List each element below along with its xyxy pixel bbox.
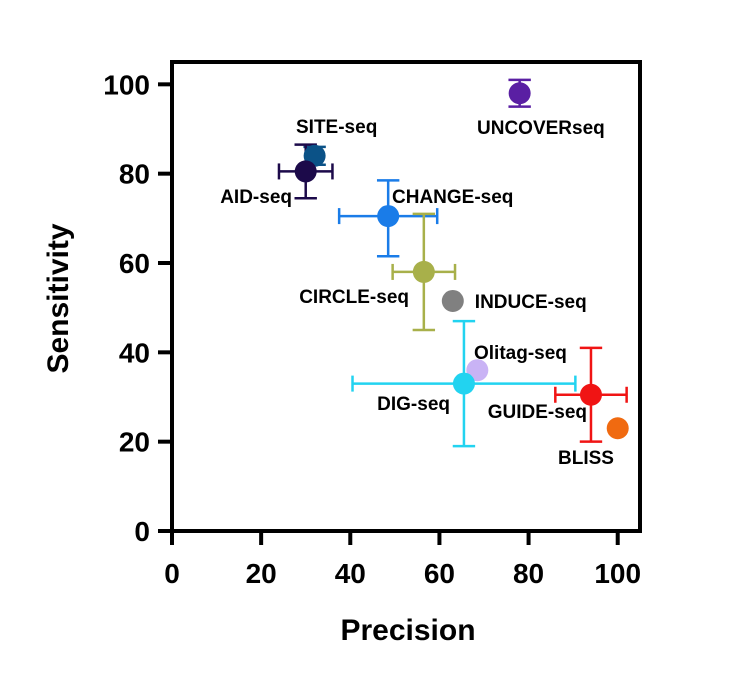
x-tick-label-0: 0 [164,558,180,589]
point-layer [294,82,629,440]
label-layer: UNCOVERseq SITE-seq AID-seq CHANGE-seq CIRCL… [220,117,614,469]
point-label-aid-seq: AID-seq [220,187,292,208]
point-label-circle-seq: CIRCLE-seq [299,287,409,308]
point-label-olitag-seq: Olitag-seq [474,343,567,364]
point-label-dig-seq: DIG-seq [377,394,450,415]
point-olitag-seq [466,359,489,382]
point-label-site-seq: SITE-seq [296,117,377,138]
point-induce-seq [441,289,464,312]
x-tick-label-5: 100 [594,558,641,589]
y-tick-label-5: 100 [103,69,150,100]
point-label-induce-seq: INDUCE-seq [475,292,587,313]
x-tick-label-4: 80 [513,558,544,589]
point-label-uncoverseq: UNCOVERseq [477,118,605,139]
y-tick-label-3: 60 [119,248,150,279]
x-tick-label-2: 40 [335,558,366,589]
point-dig-seq [452,372,475,395]
point-uncoverseq [508,82,531,105]
y-axis-title: Sensitivity [42,223,75,373]
point-circle-seq [412,260,435,283]
point-label-guide-seq: GUIDE-seq [488,402,587,423]
x-axis-title: Precision [340,614,475,647]
y-tick-label-0: 0 [134,516,150,547]
point-change-seq [377,205,400,228]
y-tick-label-1: 20 [119,427,150,458]
x-tick-label-3: 60 [424,558,455,589]
axes-layer: 0 20 40 60 80 100 0 20 40 60 80 100 [103,60,642,589]
y-tick-label-4: 80 [119,159,150,190]
point-guide-seq [579,383,602,406]
plot-frame [170,60,642,533]
point-aid-seq [294,160,317,183]
y-tick-label-2: 40 [119,337,150,368]
point-bliss [606,417,629,440]
point-label-bliss: BLISS [558,448,614,469]
point-label-change-seq: CHANGE-seq [392,187,513,208]
x-tick-label-1: 20 [246,558,277,589]
